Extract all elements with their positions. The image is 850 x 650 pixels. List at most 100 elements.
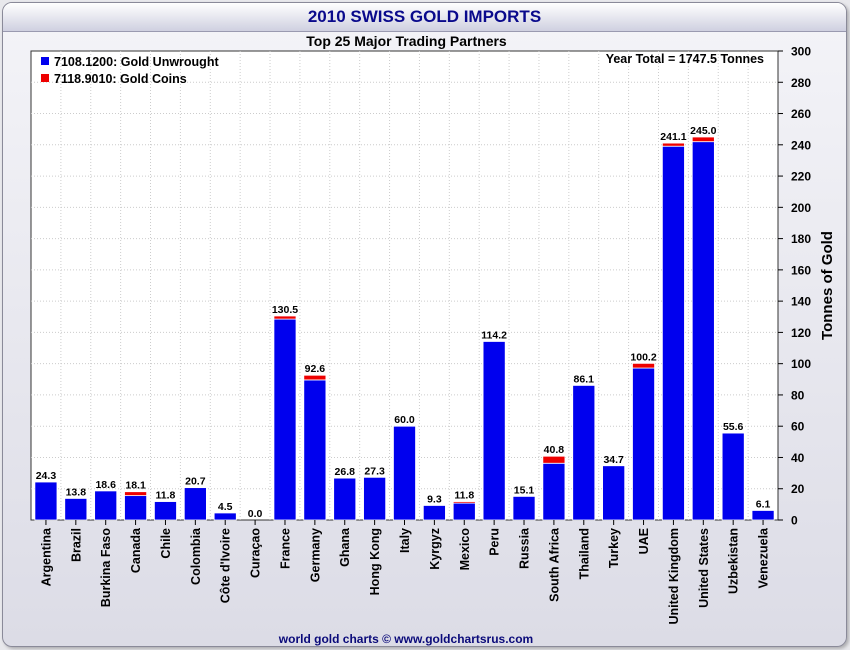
data-label: 241.1 bbox=[660, 131, 686, 143]
x-tick-label: Italy bbox=[398, 528, 412, 553]
x-tick-label: Thailand bbox=[577, 528, 591, 579]
y-tick-label: 0 bbox=[791, 514, 798, 528]
data-label: 15.1 bbox=[514, 484, 535, 496]
bar-unwrought bbox=[482, 341, 506, 521]
y-tick-label: 80 bbox=[791, 388, 805, 402]
y-tick-label: 240 bbox=[791, 138, 811, 152]
bar-coins bbox=[542, 455, 566, 464]
bar-unwrought bbox=[452, 502, 476, 521]
data-label: 20.7 bbox=[185, 476, 206, 488]
data-label: 27.3 bbox=[364, 465, 385, 477]
bar-coins bbox=[124, 491, 148, 497]
title-bar: 2010 SWISS GOLD IMPORTS bbox=[3, 3, 846, 32]
bar-unwrought bbox=[422, 505, 446, 521]
bar-unwrought bbox=[333, 477, 357, 521]
x-tick-label: Hong Kong bbox=[368, 528, 382, 595]
y-tick-label: 140 bbox=[791, 295, 811, 309]
bar-coins bbox=[691, 136, 715, 143]
bar-unwrought bbox=[721, 432, 745, 521]
data-label: 24.3 bbox=[36, 470, 57, 482]
data-label: 92.6 bbox=[305, 363, 326, 375]
x-tick-label: Côte d'Ivoire bbox=[219, 528, 233, 603]
y-tick-label: 180 bbox=[791, 232, 811, 246]
x-tick-label: UAE bbox=[637, 528, 651, 554]
data-label: 40.8 bbox=[544, 444, 565, 456]
data-label: 11.8 bbox=[156, 490, 176, 502]
data-label: 9.3 bbox=[427, 493, 442, 505]
data-label: 18.1 bbox=[125, 480, 146, 492]
y-tick-label: 300 bbox=[791, 45, 811, 59]
y-tick-label: 260 bbox=[791, 107, 811, 121]
x-tick-label: Germany bbox=[308, 528, 322, 582]
data-label: 34.7 bbox=[603, 454, 624, 466]
x-tick-label: South Africa bbox=[547, 527, 561, 602]
y-tick-label: 40 bbox=[791, 451, 805, 465]
x-tick-label: Turkey bbox=[607, 528, 621, 568]
bar-unwrought bbox=[124, 495, 148, 521]
y-tick-label: 220 bbox=[791, 170, 811, 184]
x-tick-label: Peru bbox=[488, 528, 502, 556]
x-tick-label: United States bbox=[697, 528, 711, 608]
data-label: 26.8 bbox=[335, 466, 356, 478]
bar-unwrought bbox=[363, 476, 387, 521]
chart-title: 2010 SWISS GOLD IMPORTS bbox=[307, 7, 542, 26]
data-label: 6.1 bbox=[756, 498, 771, 510]
x-tick-label: Curaçao bbox=[249, 528, 263, 578]
x-tick-label: Argentina bbox=[39, 527, 53, 586]
x-tick-label: Mexico bbox=[458, 528, 472, 571]
data-label: 245.0 bbox=[690, 125, 716, 137]
data-label: 11.8 bbox=[454, 490, 474, 502]
bar-coins bbox=[452, 501, 476, 504]
x-tick-label: Russia bbox=[518, 527, 532, 569]
data-label: 13.8 bbox=[66, 486, 87, 498]
bar-unwrought bbox=[213, 512, 237, 521]
data-label: 86.1 bbox=[574, 373, 595, 385]
bar-unwrought bbox=[183, 487, 207, 521]
data-label: 18.6 bbox=[95, 479, 116, 491]
data-label: 130.5 bbox=[272, 304, 298, 316]
bar-unwrought bbox=[572, 384, 596, 521]
bar-unwrought bbox=[542, 462, 566, 521]
bar-coins bbox=[632, 362, 655, 369]
bar-unwrought bbox=[512, 495, 536, 521]
x-tick-label: Ghana bbox=[338, 527, 352, 567]
bar-unwrought bbox=[691, 141, 715, 521]
y-tick-label: 280 bbox=[791, 76, 811, 90]
bar-unwrought bbox=[154, 501, 177, 521]
y-tick-label: 120 bbox=[791, 326, 811, 340]
legend-swatch-unwrought bbox=[41, 57, 49, 65]
bar-unwrought bbox=[34, 481, 58, 521]
y-axis-title: Tonnes of Gold bbox=[819, 231, 836, 340]
bar-unwrought bbox=[393, 425, 416, 521]
bar-unwrought bbox=[751, 510, 775, 521]
y-tick-label: 60 bbox=[791, 420, 805, 434]
y-tick-label: 100 bbox=[791, 357, 811, 371]
x-tick-label: Kyrgyz bbox=[428, 528, 442, 570]
legend-label-coins: 7118.9010: Gold Coins bbox=[54, 72, 187, 86]
legend-label-unwrought: 7108.1200: Gold Unwrought bbox=[54, 55, 219, 69]
data-label: 114.2 bbox=[481, 329, 507, 341]
bar-unwrought bbox=[273, 318, 297, 521]
x-tick-label: United Kingdom bbox=[667, 528, 681, 625]
bar-coins bbox=[661, 142, 685, 147]
bar-unwrought bbox=[661, 145, 685, 521]
y-tick-label: 200 bbox=[791, 201, 811, 215]
bar-unwrought bbox=[94, 490, 118, 521]
x-tick-label: Brazil bbox=[69, 528, 83, 562]
bar-unwrought bbox=[64, 498, 88, 521]
data-label: 55.6 bbox=[723, 421, 744, 433]
y-tick-label: 160 bbox=[791, 263, 811, 277]
data-label: 0.0 bbox=[248, 508, 263, 520]
x-tick-label: France bbox=[278, 528, 292, 569]
bar-coins bbox=[273, 315, 297, 320]
x-tick-label: Burkina Faso bbox=[99, 528, 113, 608]
x-tick-label: Chile bbox=[159, 528, 173, 559]
bar-unwrought bbox=[602, 465, 626, 521]
year-total-annotation: Year Total = 1747.5 Tonnes bbox=[606, 52, 764, 66]
bar-unwrought bbox=[303, 379, 327, 521]
bar-coins bbox=[303, 374, 327, 381]
footer-credit: world gold charts © www.goldchartsrus.co… bbox=[278, 632, 534, 646]
bar-unwrought bbox=[632, 367, 655, 521]
x-tick-label: Canada bbox=[129, 527, 143, 573]
